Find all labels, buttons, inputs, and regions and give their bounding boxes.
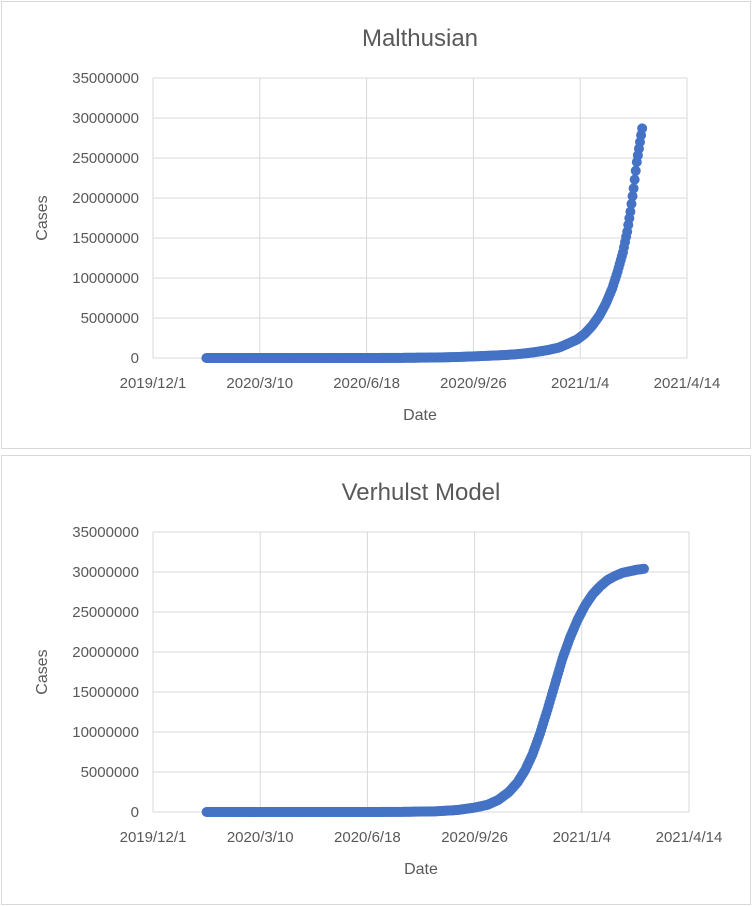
data-point: [627, 191, 638, 202]
x-tick-label: 2019/12/1: [120, 829, 187, 846]
chart-title: Verhulst Model: [342, 479, 501, 506]
y-tick-label: 15000000: [72, 230, 139, 247]
x-axis-label: Date: [404, 861, 438, 878]
y-tick-label: 10000000: [72, 724, 139, 741]
y-tick-label: 0: [131, 804, 139, 821]
data-point: [638, 563, 649, 574]
y-tick-label: 5000000: [81, 310, 139, 327]
malthusian-chart-panel: Malthusian 0 5000000 10000000 15000000 200000…: [1, 1, 751, 449]
y-tick-label: 25000000: [72, 150, 139, 167]
verhulst-chart: Verhulst Model 0 5000000 10000000 15000000 20…: [34, 479, 723, 878]
y-tick-label: 0: [131, 350, 139, 367]
x-tick-label: 2019/12/1: [120, 375, 187, 392]
x-axis-label: Date: [403, 407, 437, 424]
data-point: [630, 165, 641, 176]
y-tick-label: 35000000: [72, 524, 139, 541]
y-tick-label: 20000000: [72, 644, 139, 661]
data-point: [626, 198, 637, 209]
x-tick-label: 2021/4/14: [656, 829, 723, 846]
y-tick-label: 5000000: [81, 764, 139, 781]
x-tick-label: 2021/1/4: [553, 829, 611, 846]
y-tick-label: 20000000: [72, 190, 139, 207]
malthusian-chart: Malthusian 0 5000000 10000000 15000000 200000…: [34, 25, 721, 424]
y-tick-label: 30000000: [72, 110, 139, 127]
y-tick-label: 30000000: [72, 564, 139, 581]
data-series: [201, 563, 649, 817]
y-tick-label: 25000000: [72, 604, 139, 621]
x-tick-label: 2021/1/4: [551, 375, 609, 392]
y-tick-label: 35000000: [72, 70, 139, 87]
y-axis-label: Cases: [34, 195, 51, 240]
y-tick-label: 10000000: [72, 270, 139, 287]
data-point: [628, 183, 639, 194]
data-point: [625, 206, 636, 217]
x-tick-label: 2021/4/14: [654, 375, 721, 392]
x-tick-label: 2020/9/26: [441, 829, 508, 846]
x-tick-label: 2020/6/18: [334, 829, 401, 846]
x-tick-label: 2020/3/10: [226, 375, 293, 392]
x-tick-label: 2020/9/26: [440, 375, 507, 392]
y-axis-label: Cases: [34, 649, 51, 694]
y-tick-label: 15000000: [72, 684, 139, 701]
data-point: [637, 123, 648, 134]
x-tick-label: 2020/6/18: [333, 375, 400, 392]
data-series: [201, 123, 648, 363]
chart-title: Malthusian: [362, 25, 478, 52]
verhulst-chart-panel: Verhulst Model 0 5000000 10000000 15000000 20…: [1, 455, 751, 905]
x-tick-label: 2020/3/10: [227, 829, 294, 846]
data-point: [629, 174, 640, 185]
